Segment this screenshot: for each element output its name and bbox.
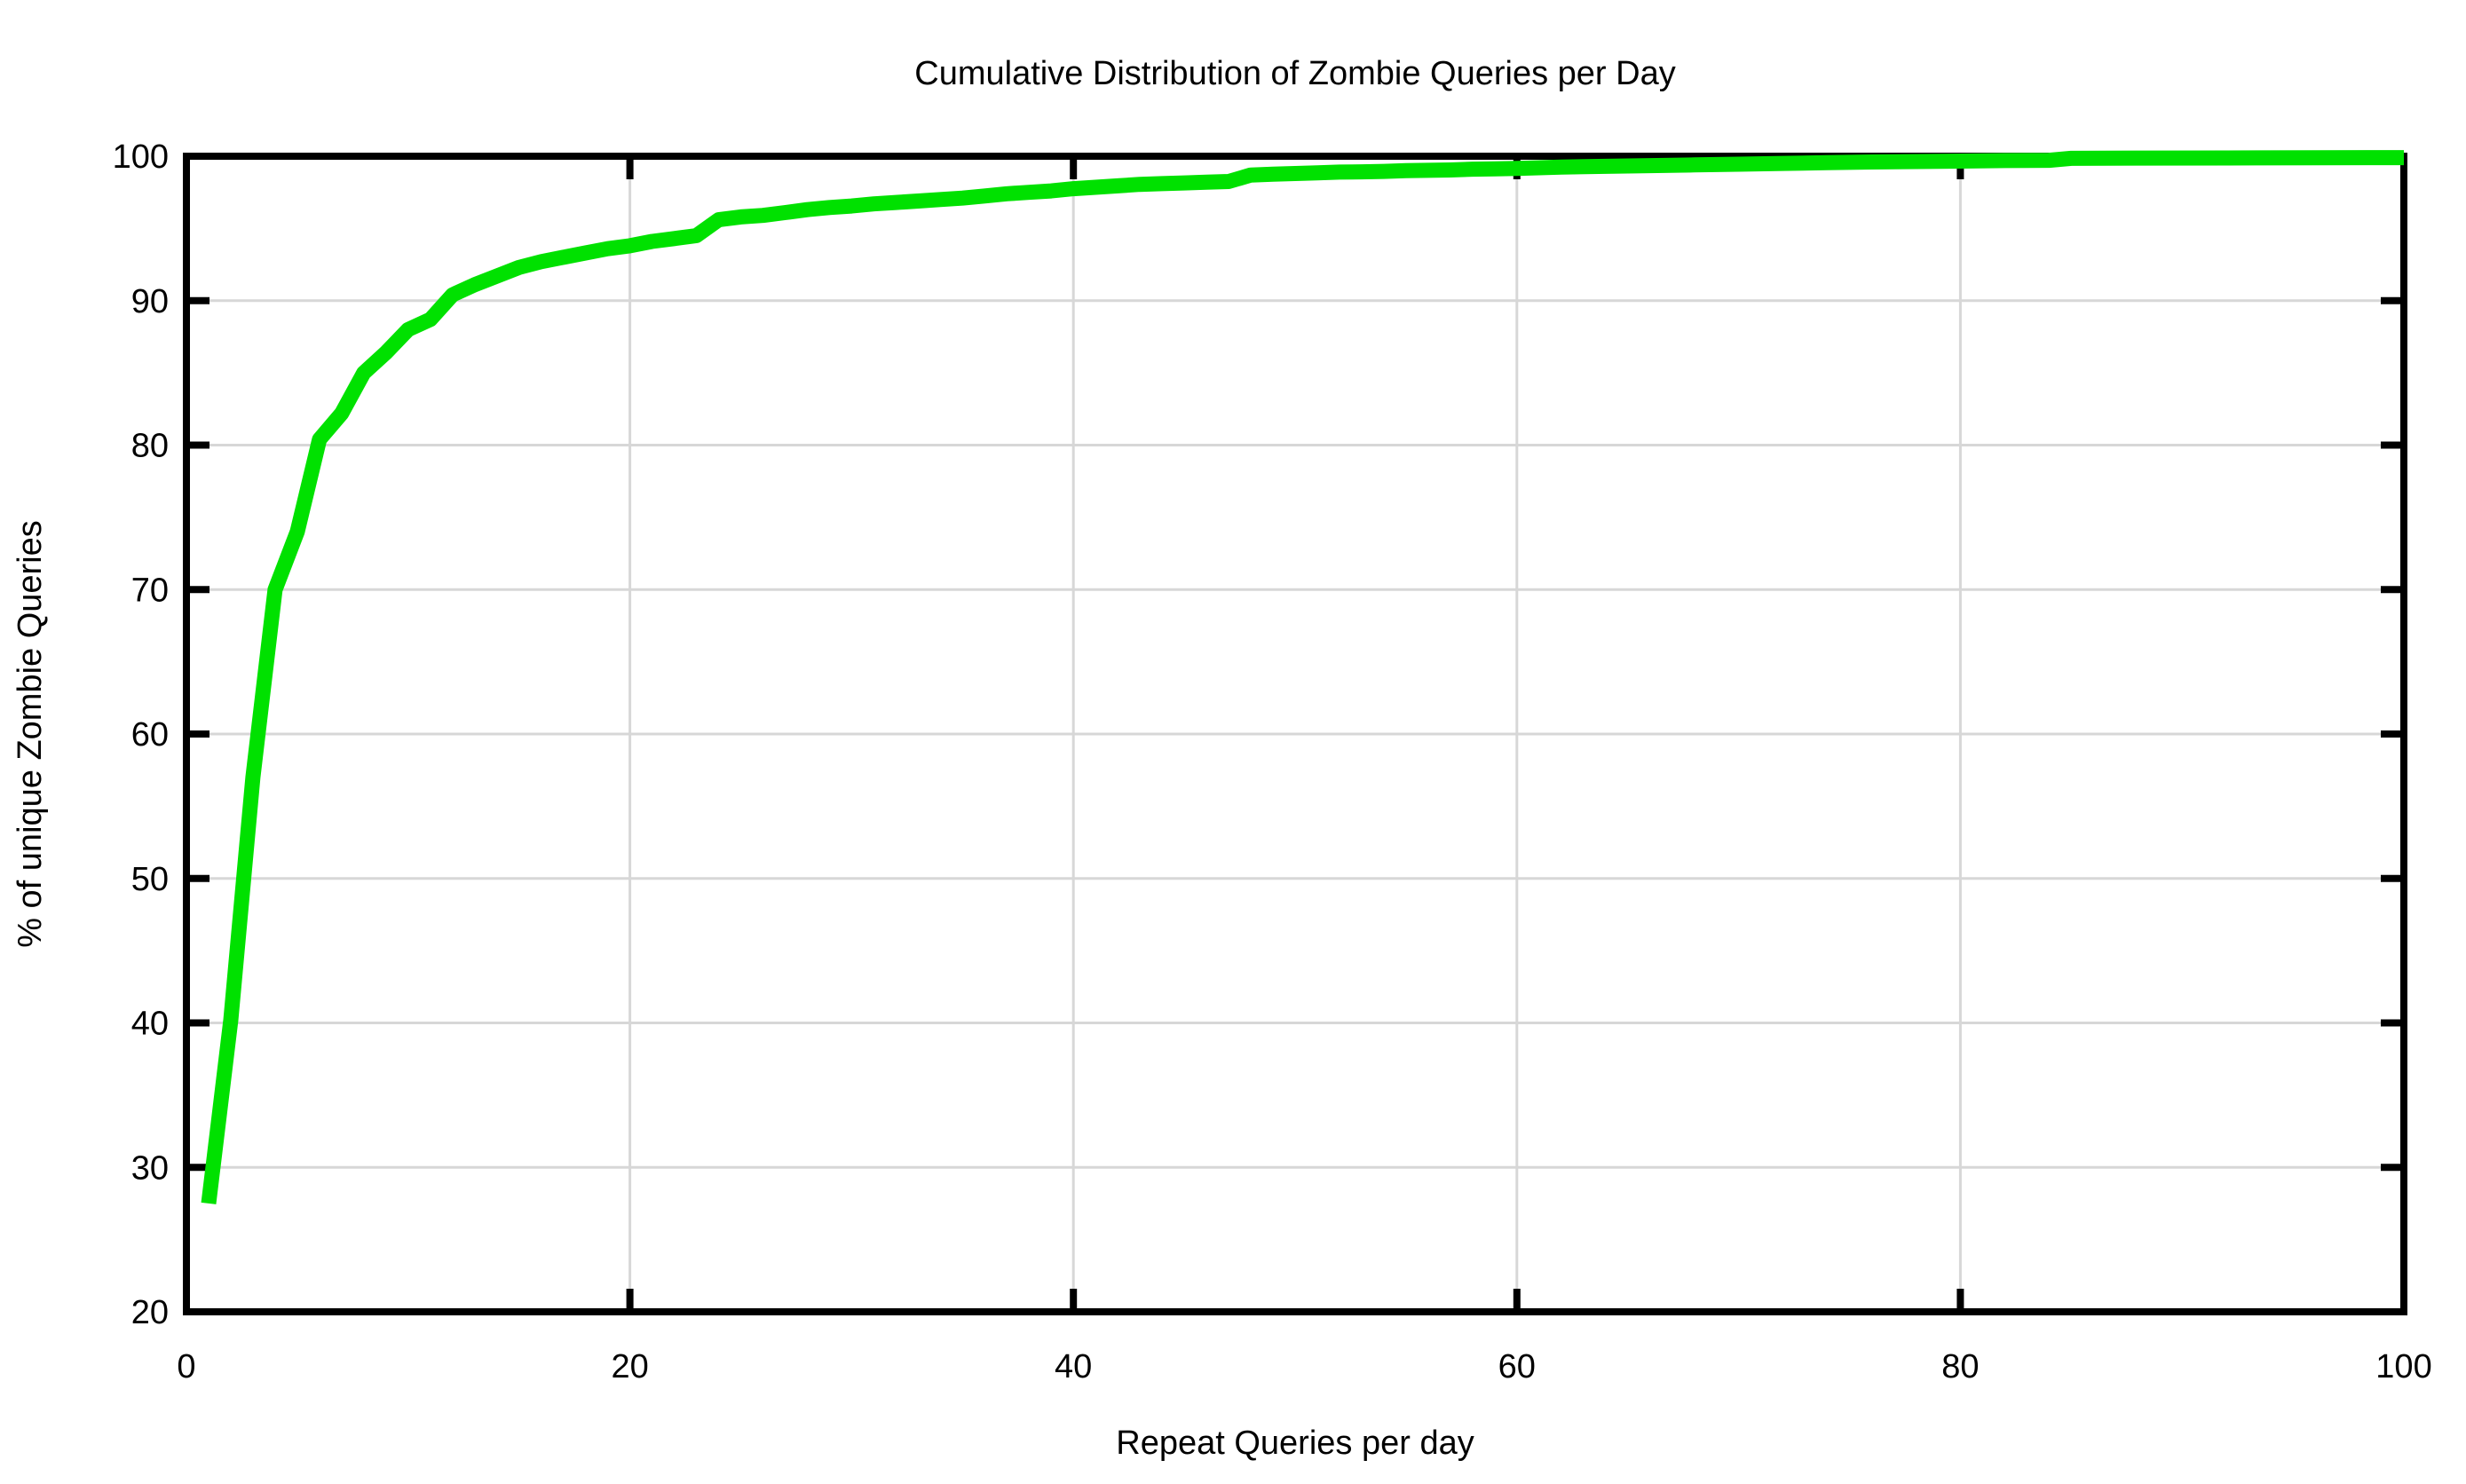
x-tick-label: 0 <box>177 1348 195 1385</box>
y-tick-label: 60 <box>131 716 169 754</box>
x-tick-label: 80 <box>1941 1348 1979 1385</box>
y-tick-label: 80 <box>131 428 169 465</box>
chart-title: Cumulative Distribution of Zombie Querie… <box>914 55 1675 92</box>
y-tick-label: 90 <box>131 283 169 320</box>
y-tick-label: 20 <box>131 1294 169 1331</box>
y-tick-label: 100 <box>113 138 169 176</box>
y-axis-title: % of unique Zombie Queries <box>12 520 49 948</box>
x-tick-label: 40 <box>1055 1348 1092 1385</box>
x-tick-label: 20 <box>611 1348 648 1385</box>
x-tick-label: 60 <box>1498 1348 1536 1385</box>
y-tick-label: 50 <box>131 861 169 898</box>
x-axis-title: Repeat Queries per day <box>1116 1425 1474 1462</box>
y-tick-label: 40 <box>131 1006 169 1043</box>
grid-layer <box>186 156 2404 1312</box>
x-tick-label: 100 <box>2375 1348 2431 1385</box>
y-tick-label: 30 <box>131 1149 169 1187</box>
y-tick-label: 70 <box>131 572 169 609</box>
cdf-line <box>201 150 2405 1204</box>
